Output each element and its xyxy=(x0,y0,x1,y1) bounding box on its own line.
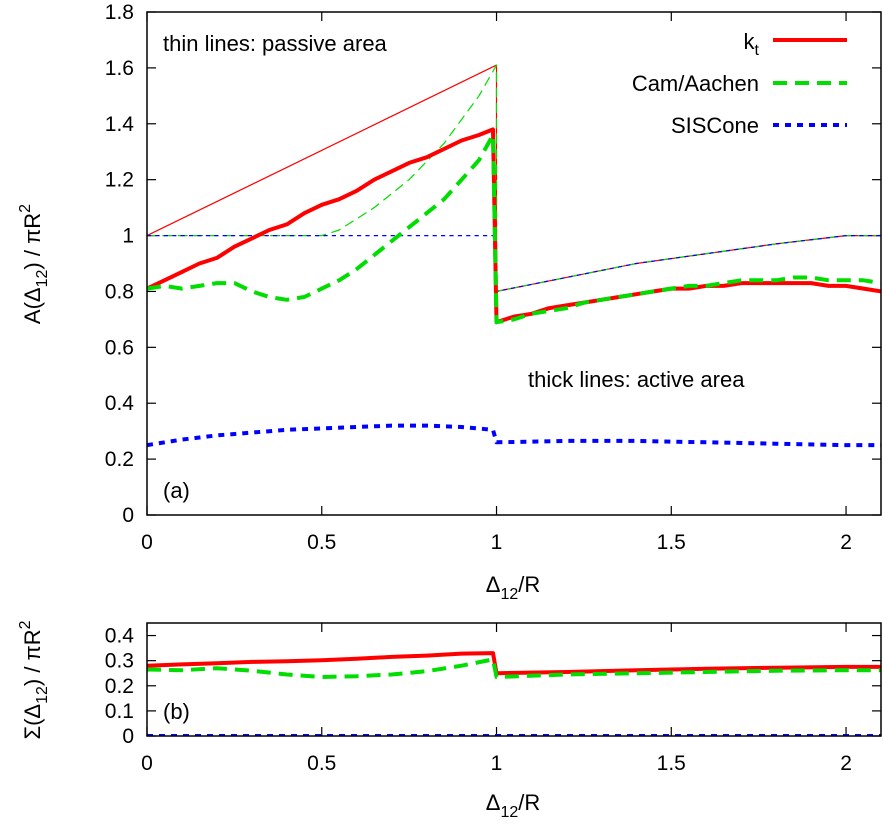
series-cam-aachen-thin xyxy=(147,64,881,292)
panel-b-plot-area xyxy=(147,651,881,736)
panel-a-ytick-label: 1 xyxy=(122,225,134,248)
panel-b-label: (b) xyxy=(163,699,190,724)
panel-b-ytick-labels: 00.10.20.30.4 xyxy=(105,625,135,748)
panel-a: 0 0.2 0.4 0.6 0.8 1 1.2 1.4 1.6 1.8 0 0.5 1 1.5 2 thi… xyxy=(17,1,882,603)
panel-b-frame xyxy=(146,622,882,737)
series-kt-thick xyxy=(147,651,881,676)
panel-a-xtick-label: 0.5 xyxy=(307,531,336,554)
panel-a-ylabel: A(Δ12) / πR2 xyxy=(17,204,51,324)
panel-a-ytick-label: 0.4 xyxy=(105,392,135,415)
panel-a-annotation-bottom: thick lines: active area xyxy=(528,367,745,392)
panel-a-ytick-label: 1.2 xyxy=(105,169,134,192)
panel-b-ytick-label: 0.4 xyxy=(105,625,135,648)
panel-a-annotation-top: thin lines: passive area xyxy=(163,31,388,56)
panel-b-ytick-label: 0.3 xyxy=(105,650,134,673)
panel-b-xlabel: Δ12/R xyxy=(486,790,541,821)
panel-a-ytick-label: 0.8 xyxy=(105,280,134,303)
series-cam-aachen-thick xyxy=(147,133,881,325)
panel-a-label: (a) xyxy=(163,478,190,503)
panel-b-xtick-label: 2 xyxy=(840,752,852,775)
panel-a-ytick-label: 1.6 xyxy=(105,57,134,80)
panel-a-plot-area xyxy=(147,64,881,448)
panel-b-xtick-label: 0 xyxy=(141,752,153,775)
panel-a-ytick-label: 1.4 xyxy=(105,113,135,136)
legend-label-kt: kt xyxy=(744,29,760,59)
panel-b-xtick-label: 1.5 xyxy=(657,752,686,775)
panel-a-ytick-label: 0.2 xyxy=(105,448,134,471)
panel-a-ytick-label: 0.6 xyxy=(105,336,134,359)
panel-a-ytick-labels: 0 0.2 0.4 0.6 0.8 1 1.2 1.4 1.6 1.8 xyxy=(105,1,135,527)
panel-b-ylabel: Σ(Δ12) / πR2 xyxy=(17,620,51,739)
panel-b-ytick-label: 0.2 xyxy=(105,675,134,698)
series-siscone-thick xyxy=(147,423,881,448)
panel-b-xtick-label: 0.5 xyxy=(307,752,336,775)
legend-label-cam-aachen: Cam/Aachen xyxy=(632,71,759,96)
panel-a-gridticks xyxy=(146,11,881,516)
panel-a-xtick-label: 1 xyxy=(491,531,503,554)
panel-a-ytick-label: 0 xyxy=(122,504,134,527)
panel-a-xtick-label: 0 xyxy=(141,531,153,554)
panel-a-xtick-label: 2 xyxy=(840,531,852,554)
panel-b: 00.10.20.30.4 0 0.5 1 1.5 2 (b) Δ12/R Σ(Δ12)… xyxy=(17,620,882,821)
panel-b-ytick-label: 0 xyxy=(122,725,134,748)
panel-b-xtick-labels: 0 0.5 1 1.5 2 xyxy=(141,752,852,775)
legend: kt Cam/Aachen SISCone xyxy=(632,29,847,138)
panel-a-xtick-label: 1.5 xyxy=(657,531,686,554)
panel-a-xtick-labels: 0 0.5 1 1.5 2 xyxy=(141,531,852,554)
panel-a-xlabel: Δ12/R xyxy=(486,572,541,603)
panel-b-xtick-label: 1 xyxy=(491,752,503,775)
panel-a-series xyxy=(147,64,881,448)
series-siscone-thin xyxy=(147,235,881,292)
series-kt-thin xyxy=(147,64,881,292)
series-cam-aachen-thick xyxy=(147,657,881,679)
panel-a-ytick-label: 1.8 xyxy=(105,1,134,24)
panel-b-ytick-label: 0.1 xyxy=(105,700,134,723)
series-kt-thick xyxy=(147,127,881,325)
panel-a-frame xyxy=(146,11,882,516)
panel-b-gridticks xyxy=(146,623,881,737)
panel-b-series xyxy=(147,651,881,736)
legend-label-siscone: SISCone xyxy=(671,113,759,138)
